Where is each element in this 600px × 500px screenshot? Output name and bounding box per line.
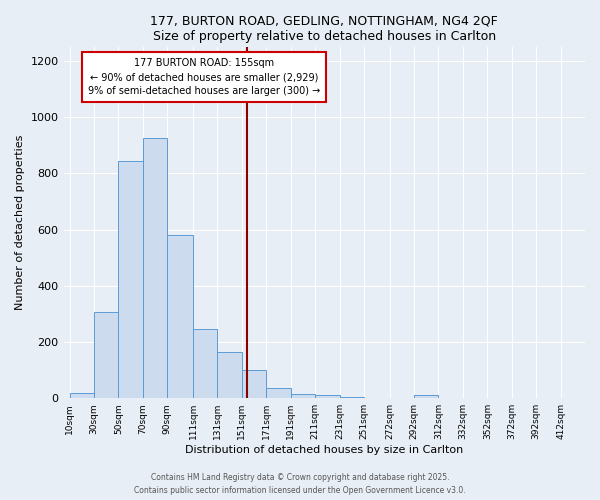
Bar xyxy=(70,392,94,398)
Text: 177 BURTON ROAD: 155sqm
← 90% of detached houses are smaller (2,929)
9% of semi-: 177 BURTON ROAD: 155sqm ← 90% of detache… xyxy=(88,58,320,96)
Bar xyxy=(167,235,193,398)
Bar xyxy=(242,370,266,398)
Y-axis label: Number of detached properties: Number of detached properties xyxy=(15,135,25,310)
X-axis label: Distribution of detached houses by size in Carlton: Distribution of detached houses by size … xyxy=(185,445,463,455)
Bar xyxy=(94,312,118,398)
Bar xyxy=(290,394,315,398)
Bar xyxy=(143,138,167,398)
Bar xyxy=(193,330,217,398)
Bar xyxy=(340,397,364,398)
Bar xyxy=(217,352,242,398)
Bar xyxy=(414,396,439,398)
Bar xyxy=(266,388,290,398)
Text: Contains HM Land Registry data © Crown copyright and database right 2025.
Contai: Contains HM Land Registry data © Crown c… xyxy=(134,474,466,495)
Bar xyxy=(118,161,143,398)
Bar xyxy=(315,396,340,398)
Title: 177, BURTON ROAD, GEDLING, NOTTINGHAM, NG4 2QF
Size of property relative to deta: 177, BURTON ROAD, GEDLING, NOTTINGHAM, N… xyxy=(151,15,498,43)
